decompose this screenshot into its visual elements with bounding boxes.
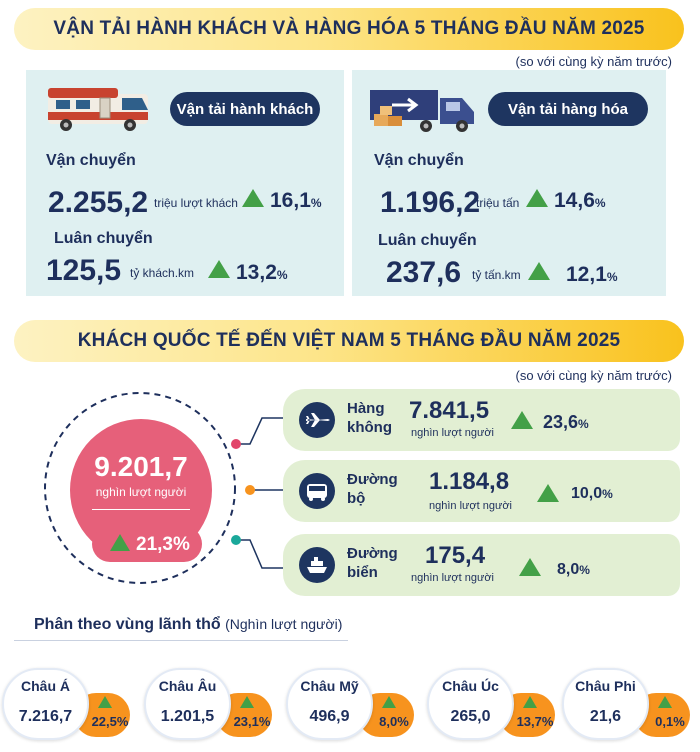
passenger-pill-label: Vận tải hành khách <box>176 100 314 118</box>
total-visitors-value: 9.201,7 <box>94 451 188 482</box>
total-visitors-pct: 21,3% <box>136 534 190 555</box>
passenger-rotation-label: Luân chuyển <box>54 230 153 247</box>
bus-icon <box>299 473 335 509</box>
cargo-transport-pill: Vận tải hàng hóa <box>488 92 648 126</box>
cargo-panel: Vận tải hàng hóa Vận chuyển 1.196,2 triệ… <box>352 70 666 296</box>
total-divider <box>92 509 190 510</box>
region-africa-card <box>562 668 649 740</box>
mode-road-unit: nghìn lượt người <box>429 500 512 512</box>
passenger-transport-pill: Vận tải hành khách <box>170 92 320 126</box>
mode-road-up-icon <box>537 484 559 502</box>
total-up-icon <box>110 534 130 551</box>
region-oceania-pct: 13,7% <box>516 714 554 729</box>
mode-air-name: Hàng không <box>347 400 392 436</box>
visitor-connector-graphic <box>44 392 290 584</box>
airplane-icon <box>299 402 335 438</box>
delivery-truck-icon <box>370 90 474 132</box>
camper-van-icon <box>48 88 148 131</box>
passenger-transport-value: 2.255,2 <box>48 186 149 219</box>
region-america-pct: 8,0% <box>379 714 409 729</box>
cargo-transport-pct: 14,6% <box>554 189 606 212</box>
cargo-rotation-label: Luân chuyển <box>378 232 477 249</box>
section2-note: (so với cùng kỳ năm trước) <box>515 368 672 383</box>
cargo-rotation-up-icon <box>528 262 550 280</box>
region-asia-card <box>2 668 89 740</box>
mode-sea-value: 175,4 <box>425 542 486 569</box>
mode-road-value: 1.184,8 <box>429 468 510 495</box>
cargo-transport-up-icon <box>526 189 548 207</box>
region-america-name: Châu Mỹ <box>300 678 359 694</box>
mode-sea-unit: nghìn lượt người <box>411 572 494 584</box>
region-europe-value: 1.201,5 <box>160 708 215 725</box>
region-africa-pct: 0,1% <box>655 714 685 729</box>
mode-sea-name: Đường biển <box>347 545 398 581</box>
region-africa: Châu Phi 21,6 0,1% <box>562 668 695 740</box>
region-oceania-name: Châu Úc <box>442 678 499 694</box>
mode-road-name: Đường bộ <box>347 471 398 507</box>
cargo-transport-value: 1.196,2 <box>380 186 481 219</box>
region-europe-name: Châu Âu <box>158 678 217 694</box>
passenger-panel: Vận tải hành khách Vận chuyển 2.255,2 tr… <box>26 70 344 296</box>
region-america-up-icon <box>382 696 396 708</box>
region-africa-up-icon <box>658 696 672 708</box>
section2-title-banner: KHÁCH QUỐC TẾ ĐẾN VIỆT NAM 5 THÁNG ĐẦU N… <box>14 320 684 362</box>
mode-road-card: Đường bộ 1.184,8 nghìn lượt người 10,0% <box>283 460 680 522</box>
mode-air-value: 7.841,5 <box>409 397 490 424</box>
region-africa-name: Châu Phi <box>575 678 636 694</box>
passenger-transport-label: Vận chuyển <box>46 152 136 169</box>
region-oceania-card <box>427 668 514 740</box>
region-asia-pct: 22,5% <box>91 714 129 729</box>
mode-sea-pct: 8,0% <box>557 561 590 578</box>
cargo-rotation-pct: 12,1% <box>566 263 618 286</box>
section1-title: VẬN TẢI HÀNH KHÁCH VÀ HÀNG HÓA 5 THÁNG Đ… <box>53 18 645 39</box>
regions-title: Phân theo vùng lãnh thổ (Nghìn lượt ngườ… <box>34 616 343 633</box>
region-asia-name: Châu Á <box>21 678 70 694</box>
region-america-value: 496,9 <box>309 708 350 725</box>
passenger-transport-pct: 16,1% <box>270 189 322 212</box>
region-europe-up-icon <box>240 696 254 708</box>
section1-note: (so với cùng kỳ năm trước) <box>515 54 672 69</box>
cargo-transport-label: Vận chuyển <box>374 152 464 169</box>
section2-title: KHÁCH QUỐC TẾ ĐẾN VIỆT NAM 5 THÁNG ĐẦU N… <box>77 330 621 351</box>
passenger-transport-up-icon <box>242 189 264 207</box>
mode-road-pct: 10,0% <box>571 485 613 502</box>
mode-air-card: Hàng không 7.841,5 nghìn lượt người 23,6% <box>283 389 680 451</box>
region-africa-value: 21,6 <box>589 708 622 725</box>
region-america-card <box>286 668 373 740</box>
region-europe-card <box>144 668 231 740</box>
region-oceania-value: 265,0 <box>450 708 491 725</box>
region-asia-value: 7.216,7 <box>18 708 73 725</box>
region-asia: Châu Á 7.216,7 22,5% <box>2 668 135 740</box>
regions-underline <box>14 640 348 641</box>
total-visitors-unit: nghìn lượt người <box>95 485 187 499</box>
region-oceania: Châu Úc 265,0 13,7% <box>427 668 560 740</box>
region-europe: Châu Âu 1.201,5 23,1% <box>144 668 277 740</box>
region-asia-up-icon <box>98 696 112 708</box>
region-america: Châu Mỹ 496,9 8,0% <box>286 668 419 740</box>
mode-air-up-icon <box>511 411 533 429</box>
region-europe-pct: 23,1% <box>233 714 271 729</box>
total-visitors-pct-pill: 21,3% <box>92 526 202 562</box>
passenger-rotation-pct: 13,2% <box>236 261 288 284</box>
ship-icon <box>299 547 335 583</box>
passenger-transport-unit: triệu lượt khách <box>154 196 238 210</box>
mode-air-pct: 23,6% <box>543 412 589 432</box>
section1-title-banner: VẬN TẢI HÀNH KHÁCH VÀ HÀNG HÓA 5 THÁNG Đ… <box>14 8 684 50</box>
cargo-rotation-unit: tỷ tấn.km <box>472 268 521 282</box>
region-oceania-up-icon <box>523 696 537 708</box>
passenger-rotation-value: 125,5 <box>46 254 122 287</box>
cargo-pill-label: Vận tải hàng hóa <box>507 100 628 118</box>
passenger-rotation-unit: tỷ khách.km <box>130 266 195 280</box>
passenger-rotation-up-icon <box>208 260 230 278</box>
cargo-rotation-value: 237,6 <box>386 256 462 289</box>
cargo-transport-unit: triệu tấn <box>476 196 520 210</box>
mode-sea-card: Đường biển 175,4 nghìn lượt người 8,0% <box>283 534 680 596</box>
mode-sea-up-icon <box>519 558 541 576</box>
mode-air-unit: nghìn lượt người <box>411 427 494 439</box>
